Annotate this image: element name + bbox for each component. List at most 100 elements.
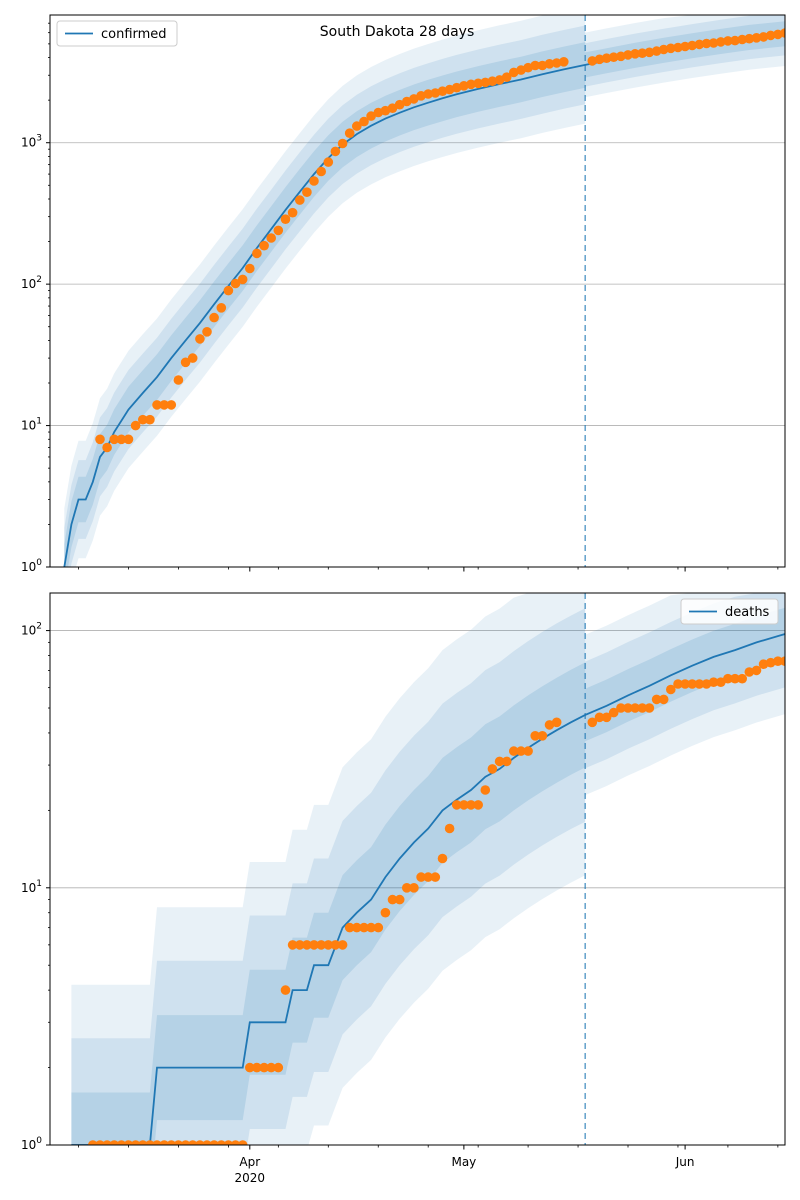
observed-point bbox=[380, 907, 391, 918]
observed-point bbox=[587, 56, 598, 66]
observed-point bbox=[737, 673, 747, 684]
uncertainty-band bbox=[585, 15, 785, 98]
observed-point bbox=[516, 746, 526, 756]
observed-point bbox=[723, 673, 733, 684]
observed-point bbox=[366, 922, 376, 933]
observed-point bbox=[559, 57, 569, 67]
observed-point bbox=[159, 1140, 169, 1145]
legend-label: deaths bbox=[725, 605, 770, 620]
observed-point bbox=[423, 89, 434, 99]
observed-point bbox=[230, 278, 241, 289]
observed-point bbox=[637, 703, 648, 713]
observed-point bbox=[123, 1140, 134, 1145]
observed-point bbox=[694, 39, 705, 50]
observed-point bbox=[744, 33, 755, 44]
observed-point bbox=[166, 400, 177, 410]
uncertainty-band bbox=[64, 42, 586, 567]
observed-point bbox=[637, 48, 648, 58]
observed-point bbox=[402, 883, 412, 893]
observed-point bbox=[701, 38, 712, 49]
observed-point bbox=[245, 1062, 255, 1073]
uncertainty-band bbox=[71, 662, 586, 1145]
observed-point bbox=[530, 731, 540, 741]
observed-point bbox=[509, 746, 519, 756]
observed-point bbox=[587, 717, 598, 728]
observed-point bbox=[773, 656, 783, 666]
observed-point bbox=[138, 1140, 148, 1145]
observed-point bbox=[230, 1140, 241, 1145]
observed-point bbox=[601, 53, 612, 63]
model-median-line bbox=[71, 633, 785, 1145]
y-tick-label: 102 bbox=[21, 622, 42, 638]
uncertainty-band bbox=[71, 593, 586, 1145]
observed-point bbox=[730, 35, 740, 46]
observed-point bbox=[359, 116, 369, 127]
observed-point bbox=[373, 922, 384, 933]
observed-point bbox=[708, 38, 719, 48]
observed-point bbox=[708, 677, 719, 687]
observed-point bbox=[616, 703, 626, 713]
observed-point bbox=[359, 922, 369, 933]
observed-point bbox=[95, 434, 105, 445]
observed-point bbox=[323, 157, 334, 167]
observed-point bbox=[658, 694, 669, 705]
observed-point bbox=[487, 764, 498, 774]
observed-point bbox=[680, 41, 690, 52]
observed-point bbox=[673, 42, 683, 53]
observed-point bbox=[209, 1140, 219, 1145]
observed-point bbox=[252, 248, 262, 259]
observed-point bbox=[437, 853, 448, 864]
observed-point bbox=[394, 894, 405, 905]
observed-point bbox=[473, 78, 484, 89]
observed-point bbox=[494, 756, 505, 767]
observed-point bbox=[644, 47, 655, 58]
observed-point bbox=[423, 872, 434, 882]
observed-point bbox=[387, 894, 398, 905]
observed-point bbox=[780, 28, 785, 38]
observed-point bbox=[187, 353, 198, 363]
observed-point bbox=[737, 34, 747, 45]
observed-point bbox=[544, 59, 555, 69]
observed-point bbox=[195, 1140, 205, 1145]
observed-point bbox=[451, 800, 462, 810]
observed-point bbox=[180, 1140, 191, 1145]
observed-point bbox=[480, 77, 491, 88]
observed-point bbox=[666, 684, 676, 695]
observed-point bbox=[416, 872, 426, 882]
observed-point bbox=[366, 111, 376, 121]
x-tick-sublabel: 2020 bbox=[235, 1171, 266, 1185]
y-tick-label: 102 bbox=[21, 275, 42, 291]
observed-point bbox=[459, 800, 469, 810]
y-tick-label: 103 bbox=[21, 134, 42, 150]
observed-point bbox=[616, 51, 626, 62]
observed-point bbox=[237, 274, 248, 285]
observed-point bbox=[344, 922, 355, 933]
observed-point bbox=[102, 1140, 112, 1145]
observed-point bbox=[273, 225, 284, 236]
observed-point bbox=[95, 1140, 105, 1145]
observed-point bbox=[608, 707, 619, 718]
observed-point bbox=[109, 434, 119, 445]
observed-point bbox=[630, 703, 640, 713]
observed-point bbox=[716, 37, 726, 47]
observed-point bbox=[187, 1140, 198, 1145]
observed-point bbox=[523, 746, 533, 756]
observed-point bbox=[644, 703, 655, 713]
observed-point bbox=[487, 76, 498, 86]
observed-point bbox=[209, 312, 219, 323]
observed-point bbox=[159, 400, 169, 410]
observed-point bbox=[180, 357, 191, 368]
observed-point bbox=[216, 1140, 227, 1145]
observed-point bbox=[123, 434, 134, 445]
observed-point bbox=[673, 679, 683, 689]
observed-point bbox=[116, 434, 127, 445]
observed-point bbox=[409, 94, 419, 104]
observed-point bbox=[751, 665, 762, 676]
observed-point bbox=[344, 128, 355, 138]
observed-point bbox=[237, 1140, 248, 1145]
legend-label: confirmed bbox=[101, 27, 167, 42]
uncertainty-band bbox=[64, 25, 586, 567]
observed-point bbox=[608, 52, 619, 62]
observed-point bbox=[337, 940, 348, 950]
observed-point bbox=[252, 1062, 262, 1073]
